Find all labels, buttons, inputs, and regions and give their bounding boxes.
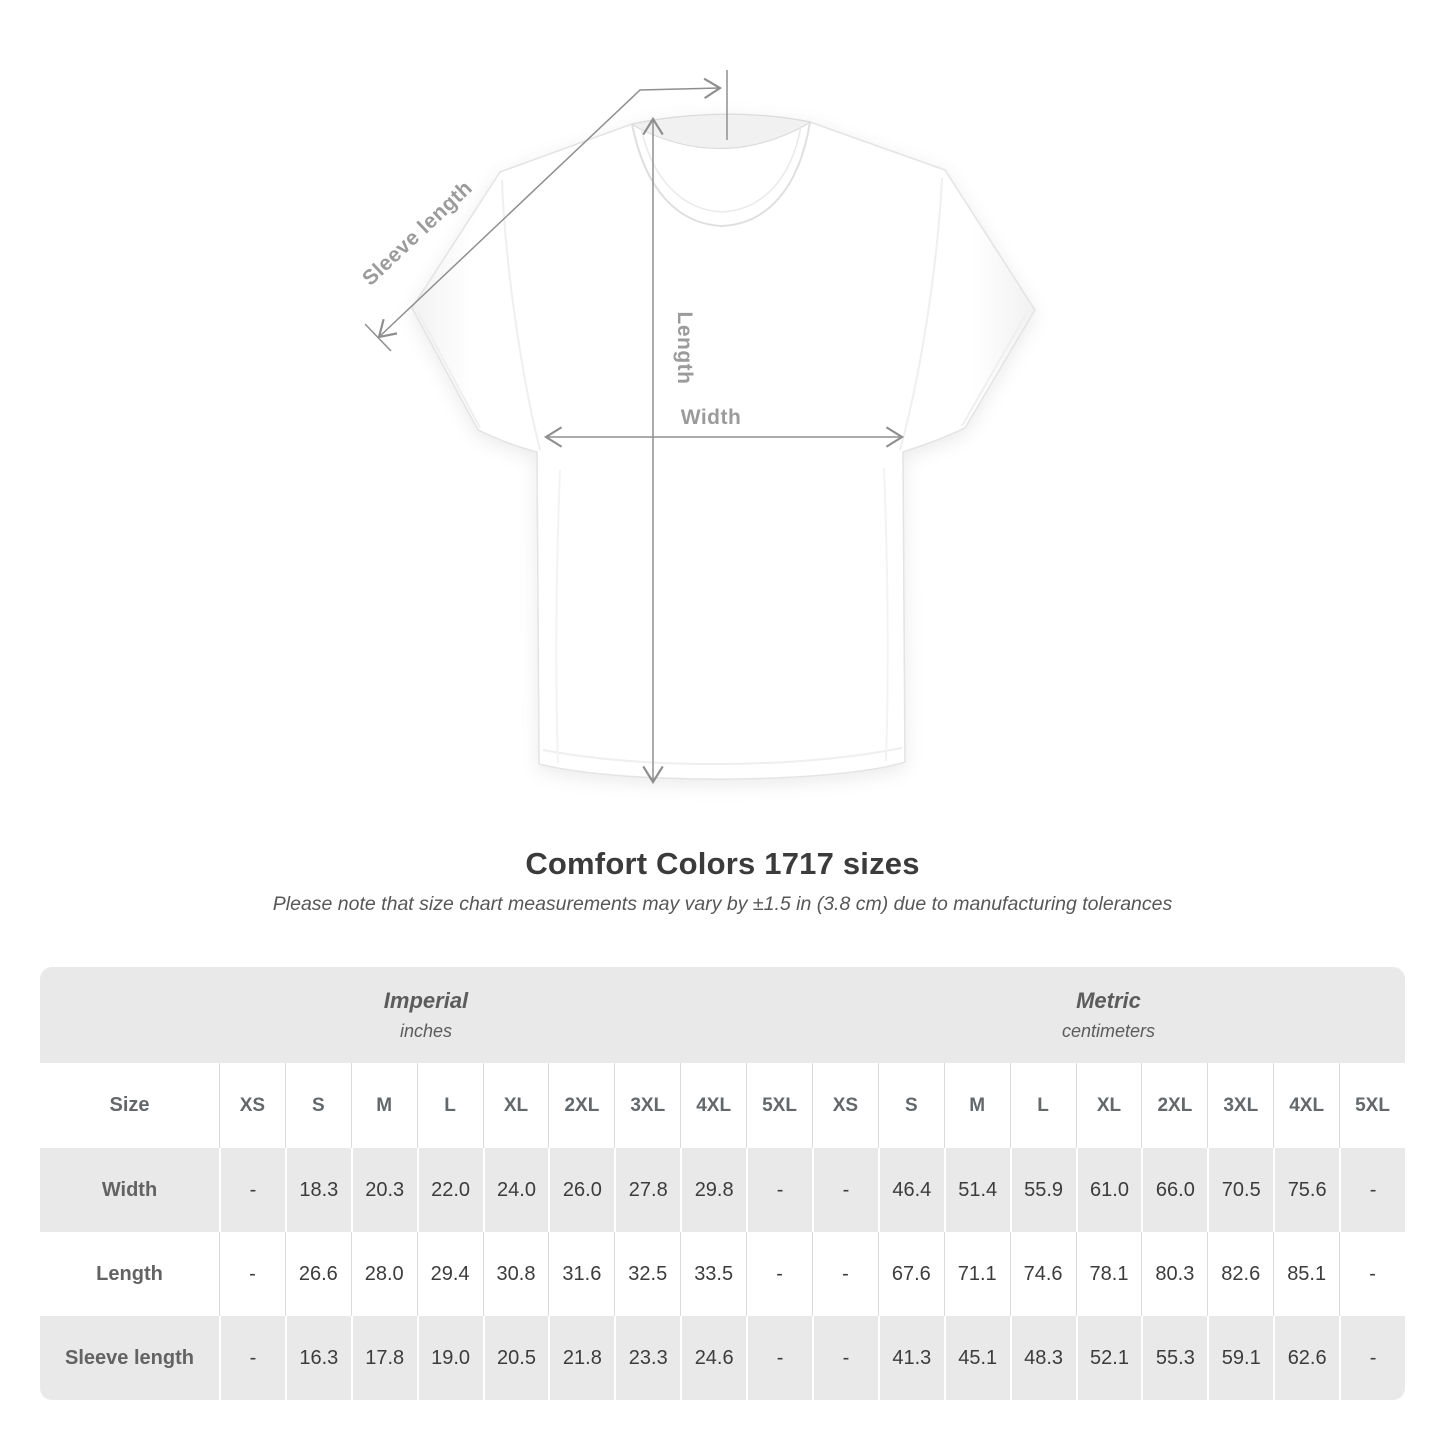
measurement-value-cell: 27.8 bbox=[614, 1148, 681, 1232]
metric-header-unit: centimeters bbox=[1061, 1021, 1155, 1041]
measurement-value-cell: 61.0 bbox=[1075, 1148, 1142, 1232]
measurement-value-cell: 26.0 bbox=[548, 1148, 615, 1232]
size-col-header: M bbox=[350, 1063, 417, 1148]
measurement-value-cell: 51.4 bbox=[943, 1148, 1010, 1232]
size-col-header: XS bbox=[219, 1063, 285, 1148]
measurement-value-cell: - bbox=[1339, 1232, 1405, 1316]
size-table: Imperial inches Metric centimeters Size … bbox=[40, 967, 1405, 1400]
measurement-value-cell: - bbox=[746, 1232, 812, 1316]
size-col-header: M bbox=[943, 1063, 1010, 1148]
measurement-value-cell: 20.5 bbox=[482, 1316, 549, 1400]
metric-header-name: Metric bbox=[1076, 988, 1141, 1013]
measurement-value-cell: 78.1 bbox=[1075, 1232, 1142, 1316]
measurement-value-cell: 21.8 bbox=[548, 1316, 615, 1400]
size-col-header: 4XL bbox=[1273, 1063, 1340, 1148]
measurement-value-cell: 31.6 bbox=[548, 1232, 615, 1316]
metric-header: Metric centimeters bbox=[811, 967, 1405, 1063]
size-col-header: 3XL bbox=[614, 1063, 681, 1148]
measurement-value-cell: 70.5 bbox=[1207, 1148, 1274, 1232]
size-row-label: Size bbox=[40, 1063, 219, 1148]
measurement-value-cell: - bbox=[746, 1148, 812, 1232]
measurement-value-cell: - bbox=[811, 1148, 878, 1232]
measurement-value-cell: 18.3 bbox=[284, 1148, 351, 1232]
measurement-value-cell: 30.8 bbox=[482, 1232, 549, 1316]
tolerance-note: Please note that size chart measurements… bbox=[272, 893, 1173, 915]
size-col-header: L bbox=[416, 1063, 483, 1148]
measurement-value-cell: - bbox=[219, 1316, 285, 1400]
measurement-value-cell: 55.3 bbox=[1141, 1316, 1208, 1400]
measurement-value-cell: 23.3 bbox=[614, 1316, 681, 1400]
size-col-header: 2XL bbox=[1141, 1063, 1208, 1148]
measurement-value-cell: 59.1 bbox=[1207, 1316, 1274, 1400]
tshirt-measurement-figure: Sleeve length Length Width bbox=[358, 70, 1036, 785]
size-col-header: XL bbox=[482, 1063, 549, 1148]
size-col-header: 4XL bbox=[680, 1063, 747, 1148]
measurement-value-cell: 80.3 bbox=[1141, 1232, 1208, 1316]
measurement-value-cell: - bbox=[1339, 1316, 1405, 1400]
row-label: Sleeve length bbox=[40, 1316, 219, 1400]
measurement-value-cell: 22.0 bbox=[416, 1148, 483, 1232]
measurement-value-cell: 55.9 bbox=[1009, 1148, 1076, 1232]
measurement-value-cell: 19.0 bbox=[416, 1316, 483, 1400]
measurement-value-cell: - bbox=[219, 1148, 285, 1232]
measurement-value-cell: 29.8 bbox=[680, 1148, 747, 1232]
measurement-value-cell: 52.1 bbox=[1075, 1316, 1142, 1400]
length-label: Length bbox=[673, 312, 696, 385]
measurement-value-cell: 66.0 bbox=[1141, 1148, 1208, 1232]
measurement-value-cell: - bbox=[219, 1232, 285, 1316]
measurement-value-cell: 16.3 bbox=[284, 1316, 351, 1400]
row-label: Length bbox=[40, 1232, 219, 1316]
measurement-value-cell: 24.0 bbox=[482, 1148, 549, 1232]
size-col-header: S bbox=[284, 1063, 351, 1148]
tshirt-graphic: Sleeve length Length Width bbox=[358, 70, 1036, 785]
measurement-value-cell: 82.6 bbox=[1207, 1232, 1274, 1316]
measurement-value-cell: 20.3 bbox=[350, 1148, 417, 1232]
imperial-header-unit: inches bbox=[399, 1021, 452, 1041]
measurement-value-cell: 71.1 bbox=[943, 1232, 1010, 1316]
measurement-value-cell: 85.1 bbox=[1273, 1232, 1340, 1316]
size-col-header: 5XL bbox=[1339, 1063, 1405, 1148]
measurement-value-cell: 28.0 bbox=[350, 1232, 417, 1316]
sleeve-length-arrow bbox=[364, 70, 728, 352]
measurement-value-cell: 17.8 bbox=[350, 1316, 417, 1400]
measurement-value-cell: 32.5 bbox=[614, 1232, 681, 1316]
imperial-header-name: Imperial bbox=[383, 988, 469, 1013]
measurement-value-cell: 46.4 bbox=[877, 1148, 944, 1232]
size-col-header: 2XL bbox=[548, 1063, 615, 1148]
measurement-value-cell: - bbox=[1339, 1148, 1405, 1232]
measurement-value-cell: 48.3 bbox=[1009, 1316, 1076, 1400]
measurement-value-cell: - bbox=[811, 1316, 878, 1400]
measurement-value-cell: 41.3 bbox=[877, 1316, 944, 1400]
width-label: Width bbox=[681, 406, 742, 429]
measurement-value-cell: 24.6 bbox=[680, 1316, 747, 1400]
page-title: Comfort Colors 1717 sizes bbox=[525, 846, 920, 881]
imperial-header: Imperial inches bbox=[40, 967, 812, 1063]
size-col-header: XS bbox=[811, 1063, 878, 1148]
size-col-header: XL bbox=[1075, 1063, 1142, 1148]
size-col-header: 3XL bbox=[1207, 1063, 1274, 1148]
measurement-value-cell: 26.6 bbox=[284, 1232, 351, 1316]
measurement-value-cell: - bbox=[811, 1232, 878, 1316]
size-col-header: L bbox=[1009, 1063, 1076, 1148]
row-label: Width bbox=[40, 1148, 219, 1232]
measurement-value-cell: 62.6 bbox=[1273, 1316, 1340, 1400]
measurement-value-cell: 33.5 bbox=[680, 1232, 747, 1316]
size-col-header: 5XL bbox=[746, 1063, 812, 1148]
measurement-value-cell: 29.4 bbox=[416, 1232, 483, 1316]
size-col-header: S bbox=[877, 1063, 944, 1148]
measurement-value-cell: 74.6 bbox=[1009, 1232, 1076, 1316]
measurement-value-cell: 75.6 bbox=[1273, 1148, 1340, 1232]
measurement-value-cell: 45.1 bbox=[943, 1316, 1010, 1400]
measurement-value-cell: 67.6 bbox=[877, 1232, 944, 1316]
measurement-value-cell: - bbox=[746, 1316, 812, 1400]
tshirt-body bbox=[411, 113, 1036, 780]
